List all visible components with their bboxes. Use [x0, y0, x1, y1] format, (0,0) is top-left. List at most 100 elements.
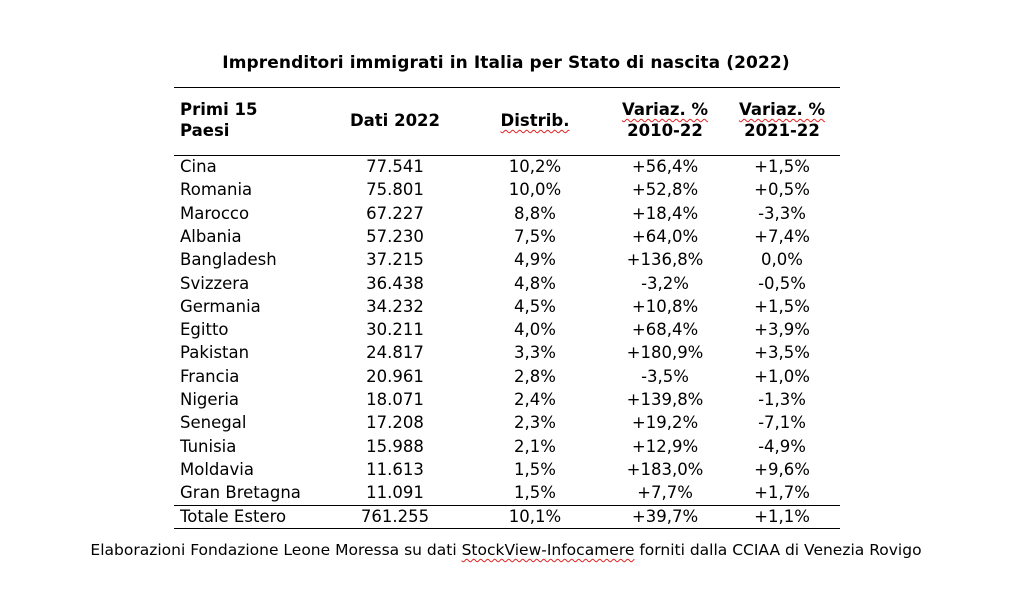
cell-value: 75.801 — [366, 180, 424, 200]
cell-dist: 10,2% — [508, 157, 562, 176]
cell-country: Cina — [180, 157, 217, 176]
cell-dist: 4,8% — [514, 273, 556, 293]
header-var1-line1: Variaz. % — [621, 100, 709, 119]
cell-country: Albania — [180, 226, 242, 246]
cell-country: Gran Bretagna — [180, 483, 301, 503]
header-value: Dati 2022 — [349, 111, 441, 130]
cell-value: 37.215 — [366, 250, 424, 270]
cell-country: Moldavia — [180, 459, 254, 479]
cell-var1: +18,4% — [631, 203, 699, 223]
cell-value: 57.230 — [366, 226, 424, 246]
header-country-line1: Primi 15 — [180, 100, 258, 119]
total-cell-country: Totale Estero — [180, 507, 287, 526]
source-note-source: StockView-Infocamere — [461, 541, 635, 559]
table-row: Gran Bretagna 11.091 1,5% +7,7% +1,7% — [0, 481, 1018, 504]
total-rule — [174, 505, 840, 506]
cell-var1: +136,8% — [626, 250, 704, 270]
table-row: Germania 34.232 4,5% +10,8% +1,5% — [0, 295, 1018, 318]
cell-var1: -3,5% — [641, 366, 689, 386]
cell-var2: 0,0% — [761, 250, 803, 270]
cell-country: Francia — [180, 366, 240, 386]
cell-value: 18.071 — [366, 390, 424, 409]
table-row: Cina 77.541 10,2% +56,4% +1,5% — [0, 155, 1018, 178]
cell-var1: +7,7% — [637, 483, 693, 503]
header-var-2021-22: Variaz. % 2021-22 — [728, 99, 836, 141]
cell-var1: +12,9% — [631, 436, 699, 456]
cell-dist: 3,3% — [514, 343, 556, 363]
cell-var1: +64,0% — [631, 226, 699, 246]
cell-var2: +3,9% — [754, 320, 810, 340]
cell-value: 24.817 — [366, 343, 424, 363]
cell-dist: 1,5% — [514, 459, 556, 479]
cell-dist: 2,8% — [514, 366, 556, 386]
header-var1-line2: 2010-22 — [627, 121, 703, 140]
table-top-rule — [174, 87, 840, 88]
cell-var1: +52,8% — [631, 180, 699, 200]
cell-var2: -7,1% — [758, 413, 806, 433]
cell-country: Germania — [180, 296, 261, 316]
source-note-after: forniti dalla CCIAA di Venezia Rovigo — [634, 541, 922, 559]
table-bottom-rule — [174, 528, 840, 529]
table-row: Francia 20.961 2,8% -3,5% +1,0% — [0, 365, 1018, 388]
header-var2-line1: Variaz. % — [738, 100, 826, 119]
cell-var2: +9,6% — [754, 459, 810, 479]
table-row: Svizzera 36.438 4,8% -3,2% -0,5% — [0, 272, 1018, 295]
cell-dist: 8,8% — [514, 203, 556, 223]
cell-value: 67.227 — [366, 203, 424, 223]
table-row: Albania 57.230 7,5% +64,0% +7,4% — [0, 225, 1018, 248]
cell-var2: +7,4% — [754, 226, 810, 246]
cell-var1: +139,8% — [626, 390, 704, 409]
table-row: Senegal 17.208 2,3% +19,2% -7,1% — [0, 411, 1018, 434]
header-var-2010-22: Variaz. % 2010-22 — [605, 99, 725, 141]
table-row: Moldavia 11.613 1,5% +183,0% +9,6% — [0, 458, 1018, 481]
cell-country: Pakistan — [180, 343, 250, 363]
cell-var1: +68,4% — [631, 320, 699, 340]
cell-var2: +1,7% — [754, 483, 810, 503]
cell-country: Senegal — [180, 413, 247, 433]
source-note: Elaborazioni Fondazione Leone Moressa su… — [0, 541, 1012, 559]
header-var2-line2: 2021-22 — [744, 121, 820, 140]
cell-dist: 2,1% — [514, 436, 556, 456]
total-cell-var1: +39,7% — [631, 507, 699, 526]
cell-country: Svizzera — [180, 273, 250, 293]
total-cell-value: 761.255 — [360, 507, 430, 526]
cell-value: 11.613 — [366, 459, 424, 479]
cell-value: 15.988 — [366, 436, 424, 456]
header-dist-label: Distrib. — [500, 111, 570, 130]
cell-dist: 2,3% — [514, 413, 556, 433]
cell-dist: 4,0% — [514, 320, 556, 340]
cell-dist: 2,4% — [514, 390, 556, 409]
cell-var2: -1,3% — [758, 390, 806, 409]
cell-var2: -0,5% — [758, 273, 806, 293]
table-title: Imprenditori immigrati in Italia per Sta… — [222, 53, 790, 73]
cell-var1: +180,9% — [626, 343, 704, 363]
cell-var2: +3,5% — [754, 343, 810, 363]
table-row: Nigeria 18.071 2,4% +139,8% -1,3% — [0, 388, 1018, 411]
cell-dist: 7,5% — [514, 226, 556, 246]
cell-var2: +0,5% — [754, 180, 810, 200]
cell-value: 30.211 — [366, 320, 424, 340]
cell-country: Nigeria — [180, 390, 240, 409]
total-cell-var2: +1,1% — [754, 507, 810, 526]
source-note-before: Elaborazioni Fondazione Leone Moressa su… — [90, 541, 462, 559]
cell-country: Tunisia — [180, 436, 237, 456]
cell-value: 34.232 — [366, 296, 424, 316]
table-row: Pakistan 24.817 3,3% +180,9% +3,5% — [0, 341, 1018, 364]
cell-var1: +183,0% — [626, 459, 704, 479]
cell-var2: -4,9% — [758, 436, 806, 456]
cell-var2: -3,3% — [758, 203, 806, 223]
table-row: Egitto 30.211 4,0% +68,4% +3,9% — [0, 318, 1018, 341]
total-cell-dist: 10,1% — [508, 507, 562, 526]
cell-var2: +1,0% — [754, 366, 810, 386]
cell-dist: 10,0% — [508, 180, 562, 200]
cell-country: Egitto — [180, 320, 229, 340]
cell-var1: -3,2% — [641, 273, 689, 293]
cell-dist: 4,9% — [514, 250, 556, 270]
header-country-line2: Paesi — [180, 121, 230, 140]
cell-value: 77.541 — [366, 157, 424, 176]
cell-var2: +1,5% — [754, 296, 810, 316]
header-rule — [174, 155, 840, 156]
table-row: Marocco 67.227 8,8% +18,4% -3,3% — [0, 202, 1018, 225]
cell-dist: 4,5% — [514, 296, 556, 316]
cell-var1: +56,4% — [631, 157, 699, 176]
